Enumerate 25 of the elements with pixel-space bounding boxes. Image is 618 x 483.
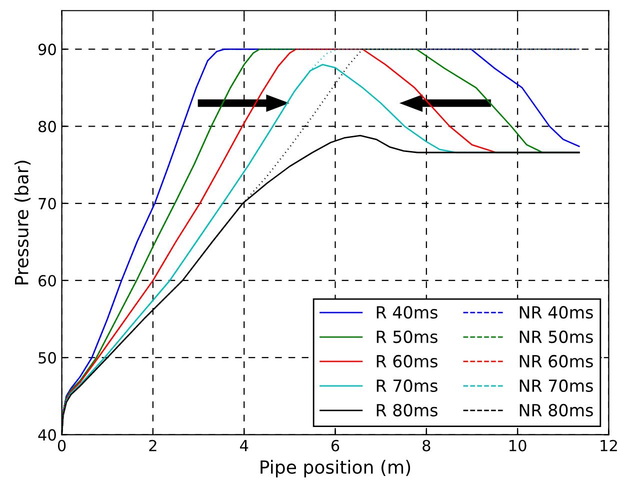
x-tick-label: 10 bbox=[510, 440, 526, 452]
y-tick-label: 70 bbox=[38, 198, 56, 210]
legend-label: NR 60ms bbox=[520, 354, 593, 368]
y-tick-label: 50 bbox=[38, 352, 56, 364]
y-tick-label: 90 bbox=[38, 44, 56, 56]
y-tick-label: 80 bbox=[38, 120, 56, 132]
legend-label: R 70ms bbox=[376, 379, 438, 392]
y-axis-title: Pressure (bar) bbox=[14, 160, 31, 284]
legend-label: NR 40ms bbox=[520, 306, 593, 319]
y-tick-label: 40 bbox=[38, 429, 56, 441]
legend-label: NR 50ms bbox=[520, 330, 593, 344]
y-tick-label: 60 bbox=[38, 274, 56, 287]
legend-label: R 60ms bbox=[376, 354, 438, 368]
legend-label: R 40ms bbox=[376, 306, 438, 319]
x-tick-label: 2 bbox=[149, 440, 156, 452]
legend-label: NR 80ms bbox=[520, 404, 593, 416]
legend-label: R 80ms bbox=[376, 404, 438, 416]
x-tick-label: 8 bbox=[422, 440, 430, 452]
x-axis-title: Pipe position (m) bbox=[260, 460, 410, 478]
x-tick-label: 4 bbox=[240, 440, 248, 452]
legend-label: R 50ms bbox=[376, 330, 438, 344]
x-tick-label: 0 bbox=[58, 440, 66, 452]
x-tick-label: 6 bbox=[331, 440, 340, 452]
legend-label: NR 70ms bbox=[520, 379, 593, 392]
x-tick-label: 12 bbox=[600, 440, 617, 452]
